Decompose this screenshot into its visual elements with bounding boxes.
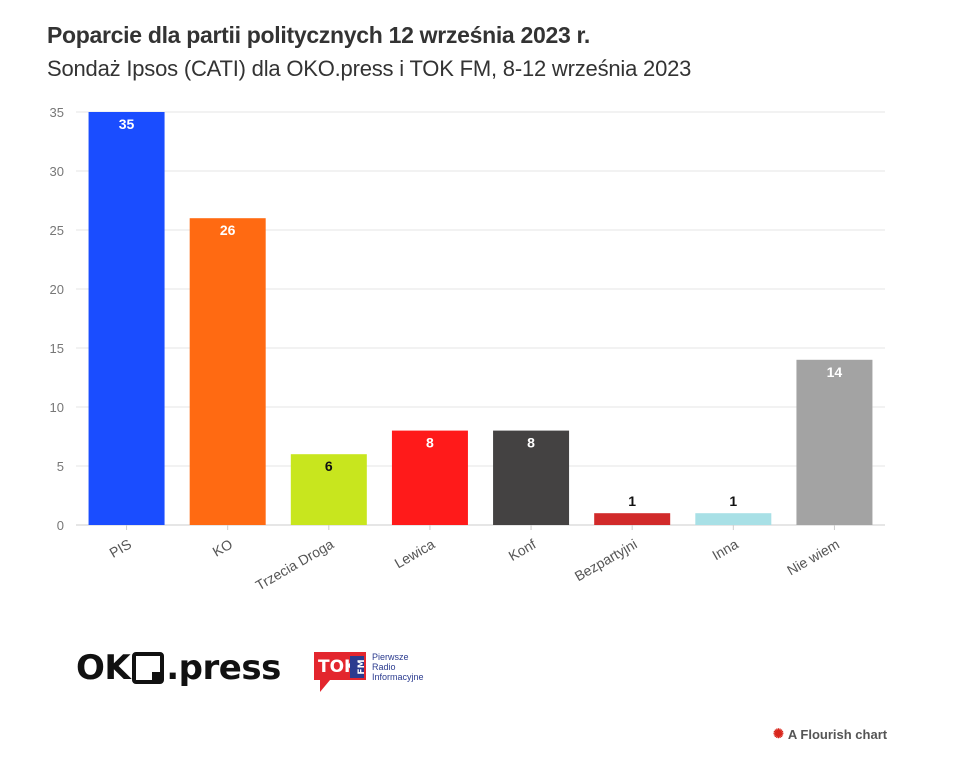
oko-press-text: .press (166, 648, 281, 688)
tok-label: TOK (318, 657, 358, 677)
tok-fm-label: FM (357, 659, 367, 674)
bar-2 (290, 454, 367, 525)
y-tick-label-20: 20 (50, 282, 64, 297)
flourish-credit-link[interactable]: ✺ A Flourish chart (773, 726, 887, 742)
bar-4 (493, 430, 570, 525)
x-tick-label-1: KO (210, 536, 236, 560)
bar-7 (796, 359, 873, 525)
data-label-6: 1 (729, 493, 737, 509)
tok-tagline-line2: Radio (372, 662, 396, 672)
bar-chart: 0 5 10 15 20 25 30 35 35 PIS 26 KO 6 Trzecia Droga 8 Le… (50, 105, 885, 594)
tok-fm-logo[interactable]: TOK FM Pierwsze Radio Informacyjne (312, 650, 424, 694)
oko-press-logo[interactable]: OK .press (76, 648, 281, 688)
x-tick-label-7: Nie wiem (784, 536, 842, 579)
chart-title: Poparcie dla partii politycznych 12 wrze… (47, 22, 591, 48)
x-tick-label-5: Bezpartyjni (572, 536, 640, 584)
bar-3 (391, 430, 468, 525)
y-tick-label-35: 35 (50, 105, 64, 120)
bar-6 (695, 513, 772, 525)
tok-fm-badge-icon: TOK FM (314, 652, 367, 692)
flourish-credit-label: A Flourish chart (787, 726, 888, 742)
tok-fm-tagline: Pierwsze Radio Informacyjne (372, 652, 424, 682)
y-tick-label-30: 30 (50, 164, 64, 179)
tok-tagline-line3: Informacyjne (372, 672, 424, 682)
data-label-7: 14 (827, 364, 843, 380)
data-label-5: 1 (628, 493, 636, 509)
y-tick-label-10: 10 (50, 400, 64, 415)
flourish-icon: ✺ (773, 726, 784, 741)
chart-subtitle: Sondaż Ipsos (CATI) dla OKO.press i TOK … (47, 56, 692, 81)
tok-tagline-line1: Pierwsze (372, 652, 409, 662)
data-label-4: 8 (527, 435, 535, 451)
data-label-0: 35 (119, 116, 135, 132)
x-tick-label-3: Lewica (392, 536, 438, 572)
bar-0 (88, 112, 165, 525)
y-tick-label-5: 5 (57, 459, 64, 474)
x-tick-label-2: Trzecia Droga (253, 536, 337, 594)
x-tick-label-4: Konf (506, 536, 539, 564)
bar-5 (594, 513, 671, 525)
data-label-3: 8 (426, 435, 434, 451)
oko-logo-text: OK (76, 648, 131, 688)
data-label-1: 26 (220, 222, 236, 238)
x-tick-label-6: Inna (709, 536, 741, 564)
oko-square-icon (132, 652, 165, 684)
x-tick-label-0: PIS (107, 536, 135, 561)
y-tick-label-0: 0 (57, 518, 64, 533)
y-tick-label-15: 15 (50, 341, 64, 356)
bar-1 (189, 218, 266, 525)
y-tick-label-25: 25 (50, 223, 64, 238)
data-label-2: 6 (325, 458, 333, 474)
